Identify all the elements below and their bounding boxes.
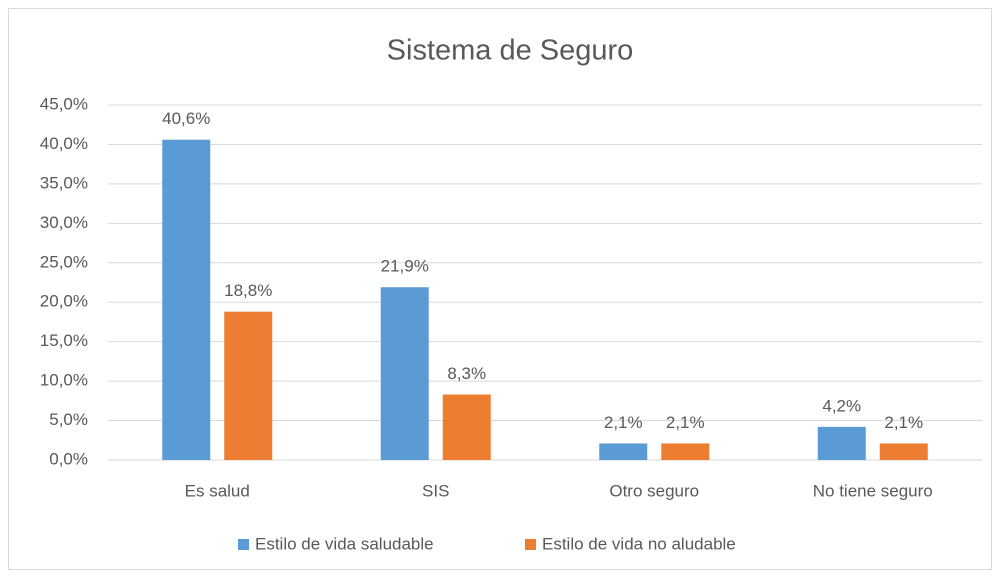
data-label: 18,8% (224, 281, 272, 300)
bar (599, 443, 648, 460)
y-tick-label: 25,0% (40, 252, 88, 271)
y-tick-label: 20,0% (40, 292, 88, 311)
chart-title: Sistema de Seguro (387, 35, 634, 67)
bar (224, 311, 273, 460)
bar (661, 443, 710, 460)
x-tick-label: Otro seguro (609, 481, 699, 500)
x-tick-label: SIS (422, 481, 449, 500)
data-label: 8,3% (447, 364, 486, 383)
y-tick-label: 5,0% (49, 410, 88, 429)
bar (442, 394, 491, 460)
bar (162, 139, 211, 460)
y-tick-label: 15,0% (40, 331, 88, 350)
y-tick-label: 30,0% (40, 213, 88, 232)
data-label: 4,2% (822, 396, 861, 415)
data-label: 2,1% (884, 413, 923, 432)
legend-swatch (525, 539, 536, 550)
y-tick-label: 10,0% (40, 371, 88, 390)
bar (879, 443, 928, 460)
y-tick-label: 0,0% (49, 449, 88, 468)
bar (380, 287, 429, 460)
x-tick-label: No tiene seguro (813, 481, 933, 500)
x-tick-label: Es salud (185, 481, 250, 500)
legend-label: Estilo de vida no aludable (542, 534, 736, 553)
data-label: 40,6% (162, 109, 210, 128)
y-tick-label: 35,0% (40, 173, 88, 192)
bar (817, 426, 866, 460)
y-tick-label: 40,0% (40, 134, 88, 153)
data-label: 2,1% (666, 413, 705, 432)
data-label: 2,1% (604, 413, 643, 432)
legend-label: Estilo de vida saludable (255, 534, 434, 553)
y-tick-label: 45,0% (40, 94, 88, 113)
legend-swatch (238, 539, 249, 550)
data-label: 21,9% (381, 257, 429, 276)
